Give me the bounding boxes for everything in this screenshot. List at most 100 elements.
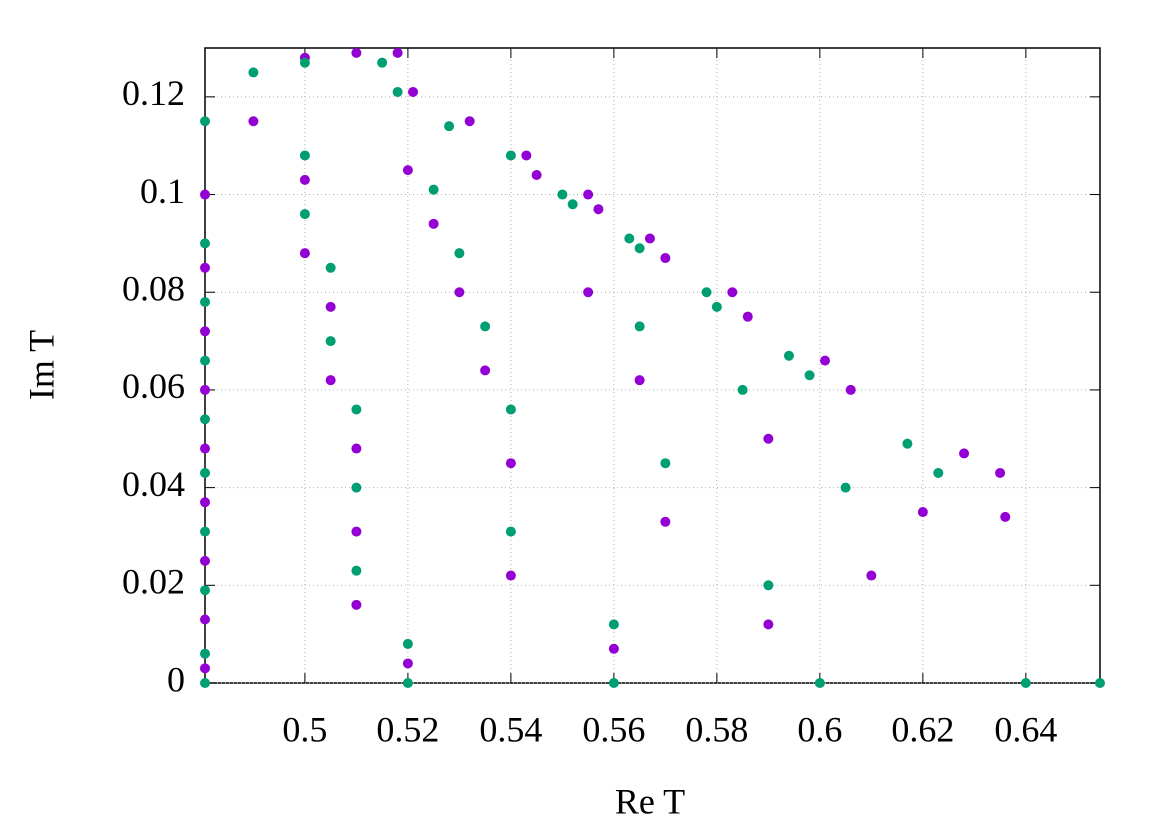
point xyxy=(392,47,403,58)
point xyxy=(505,458,516,469)
y-tick-label: 0.12 xyxy=(122,73,185,113)
point xyxy=(711,301,722,312)
point xyxy=(392,86,403,97)
x-tick-label: 0.6 xyxy=(797,709,842,749)
x-tick-label: 0.58 xyxy=(685,709,748,749)
point xyxy=(200,355,210,366)
point xyxy=(701,287,712,298)
point xyxy=(444,121,455,132)
point xyxy=(917,507,928,518)
point xyxy=(299,248,310,259)
point xyxy=(644,233,655,244)
point xyxy=(727,287,738,298)
point xyxy=(351,526,362,537)
x-tick-label: 0.56 xyxy=(582,709,645,749)
point xyxy=(557,189,568,200)
point xyxy=(325,262,336,273)
point xyxy=(660,253,671,264)
point xyxy=(902,438,913,449)
point xyxy=(480,365,491,376)
point xyxy=(408,86,419,97)
point xyxy=(351,47,362,58)
point xyxy=(402,638,413,649)
y-tick-label: 0.06 xyxy=(122,366,185,406)
plot-frame xyxy=(204,47,1101,684)
point xyxy=(200,443,210,454)
point xyxy=(351,565,362,576)
point xyxy=(737,384,748,395)
point xyxy=(402,678,413,688)
point xyxy=(200,189,210,200)
point xyxy=(634,375,645,386)
point xyxy=(325,336,336,347)
point xyxy=(402,165,413,176)
point xyxy=(200,614,210,625)
x-tick-label: 0.62 xyxy=(891,709,954,749)
point xyxy=(804,370,815,381)
point xyxy=(567,199,578,210)
point xyxy=(959,448,970,459)
point xyxy=(505,150,516,161)
point xyxy=(200,648,210,659)
point xyxy=(634,321,645,332)
point xyxy=(200,262,210,273)
point xyxy=(763,580,774,591)
point xyxy=(866,570,877,581)
point xyxy=(531,170,542,180)
point xyxy=(200,678,210,688)
point xyxy=(454,287,465,298)
point xyxy=(351,599,362,610)
point xyxy=(248,116,259,127)
point xyxy=(480,321,491,332)
point xyxy=(521,150,532,161)
point xyxy=(299,150,310,161)
point xyxy=(505,526,516,537)
y-tick-label: 0.02 xyxy=(122,562,185,602)
point xyxy=(200,555,210,566)
point xyxy=(200,384,210,395)
point xyxy=(248,67,259,78)
point xyxy=(428,218,439,229)
point xyxy=(351,404,362,415)
point xyxy=(325,301,336,312)
point xyxy=(742,311,753,322)
point xyxy=(624,233,635,244)
point xyxy=(299,209,310,220)
point xyxy=(583,189,594,200)
point xyxy=(200,497,210,508)
point xyxy=(299,57,310,68)
point xyxy=(377,57,388,68)
x-tick-label: 0.52 xyxy=(376,709,439,749)
point xyxy=(783,350,794,361)
point xyxy=(840,482,851,493)
point xyxy=(200,414,210,425)
x-tick-label: 0.64 xyxy=(994,709,1057,749)
point xyxy=(299,174,310,185)
point xyxy=(200,585,210,596)
point xyxy=(200,297,210,307)
y-axis-label: Im T xyxy=(21,330,61,400)
y-tick-label: 0.1 xyxy=(140,171,185,211)
point xyxy=(933,467,944,478)
point xyxy=(505,570,516,581)
x-tick-label: 0.54 xyxy=(479,709,542,749)
point xyxy=(351,443,362,454)
point xyxy=(200,663,210,674)
point xyxy=(763,619,774,630)
point xyxy=(660,516,671,527)
y-tick-label: 0.04 xyxy=(122,464,185,504)
point xyxy=(200,326,210,337)
point xyxy=(464,116,475,127)
x-tick-label: 0.5 xyxy=(282,709,327,749)
y-tick-label: 0 xyxy=(167,659,185,699)
point xyxy=(995,467,1006,478)
point xyxy=(402,658,413,669)
point xyxy=(505,404,516,415)
x-axis-label: Re T xyxy=(615,781,685,821)
point xyxy=(608,643,619,654)
point xyxy=(608,619,619,630)
point xyxy=(845,384,856,395)
point xyxy=(608,678,619,688)
point xyxy=(454,248,465,259)
